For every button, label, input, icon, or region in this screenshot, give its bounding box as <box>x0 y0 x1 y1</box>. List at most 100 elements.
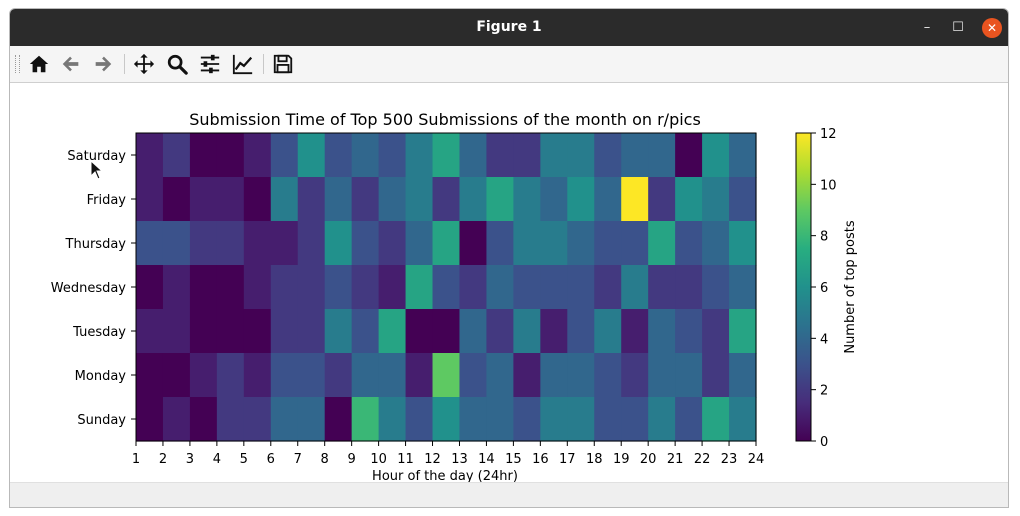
toolbar-separator <box>124 54 125 74</box>
x-tick-label: 12 <box>424 452 441 467</box>
maximize-button[interactable]: ☐ <box>952 20 964 35</box>
heatmap-cell <box>729 309 757 354</box>
heatmap-cell <box>378 177 407 222</box>
heatmap-cell <box>216 397 245 442</box>
save-icon <box>273 54 293 74</box>
heatmap-cell <box>216 309 245 354</box>
heatmap-cell <box>648 353 676 398</box>
colorbar-tick-label: 2 <box>820 384 828 399</box>
pan-button[interactable] <box>131 51 157 77</box>
heatmap-cell <box>378 353 407 398</box>
heatmap-cell <box>136 177 164 222</box>
heatmap-cell <box>297 177 326 222</box>
heatmap-cell <box>297 221 326 266</box>
zoom-button[interactable] <box>164 51 190 77</box>
heatmap-cell <box>648 177 676 222</box>
heatmap-cell <box>648 309 676 354</box>
home-button[interactable] <box>26 51 52 77</box>
heatmap-cell <box>351 133 380 178</box>
heatmap-cell <box>378 221 407 266</box>
forward-button[interactable] <box>90 51 116 77</box>
heatmap-cell <box>136 221 164 266</box>
x-tick-label: 2 <box>159 452 167 467</box>
heatmap-cell <box>567 309 595 354</box>
heatmap-cell <box>351 353 380 398</box>
heatmap-cell <box>540 221 568 266</box>
heatmap-cell <box>486 309 514 354</box>
heatmap-cell <box>459 265 488 310</box>
heatmap-cell <box>675 309 703 354</box>
heatmap-cell <box>243 265 272 310</box>
home-icon <box>29 55 49 73</box>
heatmap-cell <box>162 309 191 354</box>
colorbar-tick-label: 6 <box>820 281 828 296</box>
heatmap-cell <box>189 221 218 266</box>
x-tick-label: 8 <box>321 452 329 467</box>
heatmap-cell <box>675 133 703 178</box>
heatmap-cell <box>648 221 676 266</box>
colorbar-tick-label: 10 <box>820 178 837 193</box>
x-tick-label: 4 <box>213 452 221 467</box>
heatmap-cell <box>270 397 299 442</box>
heatmap-cell <box>162 177 191 222</box>
heatmap-cell <box>162 397 191 442</box>
x-tick-label: 19 <box>613 452 630 467</box>
heatmap-cell <box>324 265 353 310</box>
heatmap-cell <box>136 353 164 398</box>
minimize-button[interactable]: – <box>923 20 931 35</box>
heatmap-cell <box>297 397 326 442</box>
heatmap-cell <box>459 309 488 354</box>
heatmap-cell <box>594 265 622 310</box>
heatmap-cell <box>486 265 514 310</box>
back-button[interactable] <box>58 51 84 77</box>
heatmap-cell <box>729 221 757 266</box>
heatmap-cell <box>270 309 299 354</box>
heatmap-cell <box>729 397 757 442</box>
subplots-button[interactable] <box>197 51 223 77</box>
heatmap-cell <box>405 177 434 222</box>
x-tick-label: 5 <box>240 452 248 467</box>
y-tick-label: Friday <box>87 193 127 208</box>
heatmap-cell <box>513 133 541 178</box>
heatmap-cell <box>702 309 730 354</box>
heatmap-cell <box>324 309 353 354</box>
heatmap-cell <box>675 177 703 222</box>
heatmap-cell <box>486 133 514 178</box>
figure-window: Figure 1 – ☐ ✕ <box>9 8 1009 508</box>
y-tick-label: Wednesday <box>51 281 127 296</box>
chart-title: Submission Time of Top 500 Submissions o… <box>189 110 701 129</box>
heatmap-cell <box>243 177 272 222</box>
heatmap-cell <box>594 309 622 354</box>
y-tick-label: Tuesday <box>72 325 126 340</box>
colorbar-tick-label: 12 <box>820 127 837 142</box>
heatmap-cell <box>486 221 514 266</box>
heatmap-cell <box>432 309 461 354</box>
heatmap-cell <box>136 265 164 310</box>
heatmap-cell <box>405 221 434 266</box>
toolbar-separator <box>263 54 264 74</box>
heatmap-cell <box>162 353 191 398</box>
plot-canvas[interactable]: Submission Time of Top 500 Submissions o… <box>10 83 1008 485</box>
heatmap-cell <box>270 177 299 222</box>
heatmap-cell <box>162 133 191 178</box>
heatmap-cell <box>675 397 703 442</box>
heatmap-cell <box>216 353 245 398</box>
close-button[interactable]: ✕ <box>982 18 1002 38</box>
save-button[interactable] <box>270 51 296 77</box>
heatmap-cell <box>621 397 649 442</box>
edit-axes-button[interactable] <box>230 51 256 77</box>
heatmap-cell <box>702 221 730 266</box>
heatmap-cell <box>297 309 326 354</box>
heatmap-cell <box>243 133 272 178</box>
heatmap-cell <box>216 177 245 222</box>
heatmap-cell <box>297 265 326 310</box>
pan-icon <box>133 53 155 75</box>
x-tick-label: 18 <box>586 452 603 467</box>
heatmap-cell <box>675 221 703 266</box>
heatmap-cell <box>540 133 568 178</box>
heatmap-cell <box>162 265 191 310</box>
heatmap-cell <box>351 397 380 442</box>
heatmap-cell <box>216 221 245 266</box>
heatmap-cell <box>594 133 622 178</box>
heatmap-cell <box>729 353 757 398</box>
